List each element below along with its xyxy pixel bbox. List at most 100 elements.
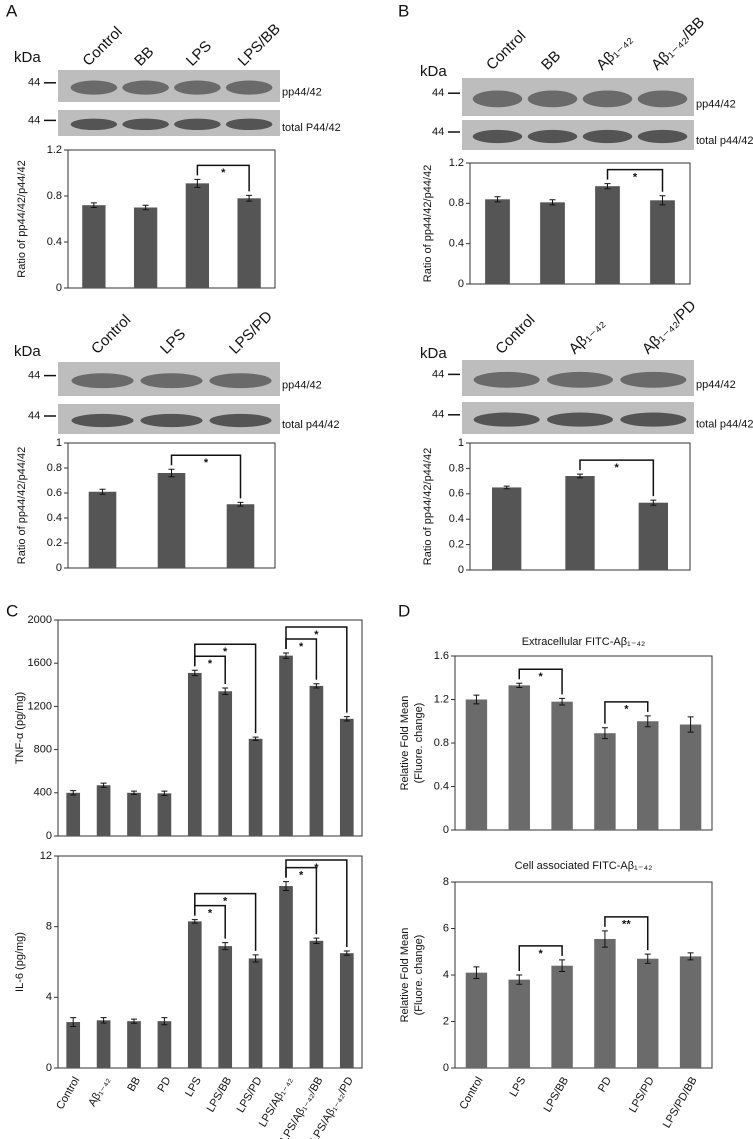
category-label: BB xyxy=(125,1075,143,1094)
bar xyxy=(638,502,668,570)
category-label: Aβ₁₋₄₂ xyxy=(593,31,636,74)
category-label: LPS/BB xyxy=(542,1075,572,1114)
category-label: LPS/PD/BB xyxy=(661,1075,700,1130)
category-label: LPS/PD xyxy=(235,1075,265,1115)
significance-bracket xyxy=(194,892,257,951)
y-tick-label: 0.6 xyxy=(449,488,464,500)
bar xyxy=(66,1022,81,1068)
error-bar xyxy=(601,727,608,740)
kda-label: kDa xyxy=(420,63,447,80)
blot-band xyxy=(620,371,687,388)
y-tick-label: 400 xyxy=(34,787,52,799)
significance-label: * xyxy=(299,641,304,653)
bar xyxy=(248,738,263,836)
kda-label: kDa xyxy=(14,343,41,360)
error-bar xyxy=(503,485,510,490)
error-bar xyxy=(142,204,149,211)
significance-bracket xyxy=(579,459,655,497)
y-axis-label: (Fluore. change) xyxy=(413,703,425,784)
y-tick-label: 0.6 xyxy=(47,487,62,499)
y-tick-label: 1.6 xyxy=(434,650,449,662)
band-label: total P44/42 xyxy=(282,122,341,134)
y-axis-label: Relative Fold Mean xyxy=(399,696,411,791)
band-label: pp44/42 xyxy=(696,99,736,111)
y-tick-label: 2 xyxy=(443,1015,449,1027)
bar xyxy=(465,699,488,830)
marker-label: 44 xyxy=(28,410,40,422)
y-axis-label: Ratio of pp44/42/p44/42 xyxy=(422,448,434,565)
y-tick-label: 12 xyxy=(40,850,52,862)
marker-label: 44 xyxy=(432,87,444,99)
category-label: LPS xyxy=(183,1075,204,1099)
blot-band xyxy=(547,371,613,388)
error-bar xyxy=(559,959,566,973)
significance-bracket xyxy=(170,454,242,499)
blot-band xyxy=(473,371,540,388)
bar xyxy=(650,200,675,284)
bar xyxy=(594,938,616,1068)
band-label: pp44/42 xyxy=(282,380,322,392)
y-axis-label: (Fluore. change) xyxy=(413,935,425,1016)
error-bar xyxy=(283,652,289,659)
blot-band xyxy=(122,118,169,131)
band-label: pp44/42 xyxy=(282,86,322,98)
category-label: LPS/BB xyxy=(235,20,284,69)
significance-bracket xyxy=(604,701,649,724)
y-tick-label: 8 xyxy=(443,876,449,888)
blot-band xyxy=(527,90,578,108)
error-bar xyxy=(601,930,608,948)
bar xyxy=(96,785,111,836)
y-tick-label: 0.4 xyxy=(449,513,464,525)
error-bar xyxy=(516,974,523,985)
y-tick-label: 1.2 xyxy=(47,144,62,156)
bar xyxy=(127,1021,141,1068)
significance-label: * xyxy=(223,646,228,658)
y-tick-label: 0 xyxy=(443,824,449,836)
bar xyxy=(157,793,172,836)
y-tick-label: 6 xyxy=(443,922,449,934)
y-axis-label: Ratio of pp44/42/p44/42 xyxy=(422,165,434,282)
category-label: Control xyxy=(492,311,538,357)
bar xyxy=(565,476,595,570)
significance-label: * xyxy=(539,671,544,683)
bar xyxy=(127,792,141,836)
blot-band xyxy=(122,80,169,95)
bar xyxy=(237,198,261,288)
blot-band xyxy=(174,80,221,95)
band-label: total p44/42 xyxy=(282,419,340,431)
blot-band xyxy=(582,90,633,108)
y-tick-label: 0.8 xyxy=(449,197,464,209)
error-bar xyxy=(516,682,523,689)
blot-band xyxy=(472,129,523,144)
bar xyxy=(218,691,233,836)
error-bar xyxy=(222,942,229,951)
y-axis-label: Ratio of pp44/42/p44/42 xyxy=(16,160,28,277)
plot-frame xyxy=(469,162,691,285)
blot-band xyxy=(70,80,118,95)
error-bar xyxy=(604,183,611,190)
error-bar xyxy=(283,881,289,891)
y-tick-label: 0 xyxy=(443,1062,449,1074)
error-bar xyxy=(194,178,201,188)
y-tick-label: 1 xyxy=(56,437,62,449)
y-axis-label: IL-6 (pg/mg) xyxy=(14,932,26,992)
significance-label: * xyxy=(633,172,638,184)
significance-label: ** xyxy=(622,919,631,931)
bar xyxy=(595,186,620,284)
category-label: Aβ₁₋₄₂/PD xyxy=(639,297,700,358)
error-bar xyxy=(549,199,556,206)
y-tick-label: 0.8 xyxy=(434,737,449,749)
blot-band xyxy=(225,118,273,131)
category-label: Aβ₁₋₄₂/BB xyxy=(648,14,708,74)
error-bar xyxy=(131,790,137,795)
bar xyxy=(492,487,522,570)
blot-band xyxy=(174,118,221,131)
bar xyxy=(157,1021,172,1068)
error-bar xyxy=(161,790,168,796)
error-bar xyxy=(473,966,480,979)
error-bar xyxy=(687,716,694,733)
significance-bracket xyxy=(194,643,257,734)
panel-letter: D xyxy=(398,601,410,620)
blot-band xyxy=(527,129,578,144)
y-axis-label: Relative Fold Mean xyxy=(399,928,411,1023)
